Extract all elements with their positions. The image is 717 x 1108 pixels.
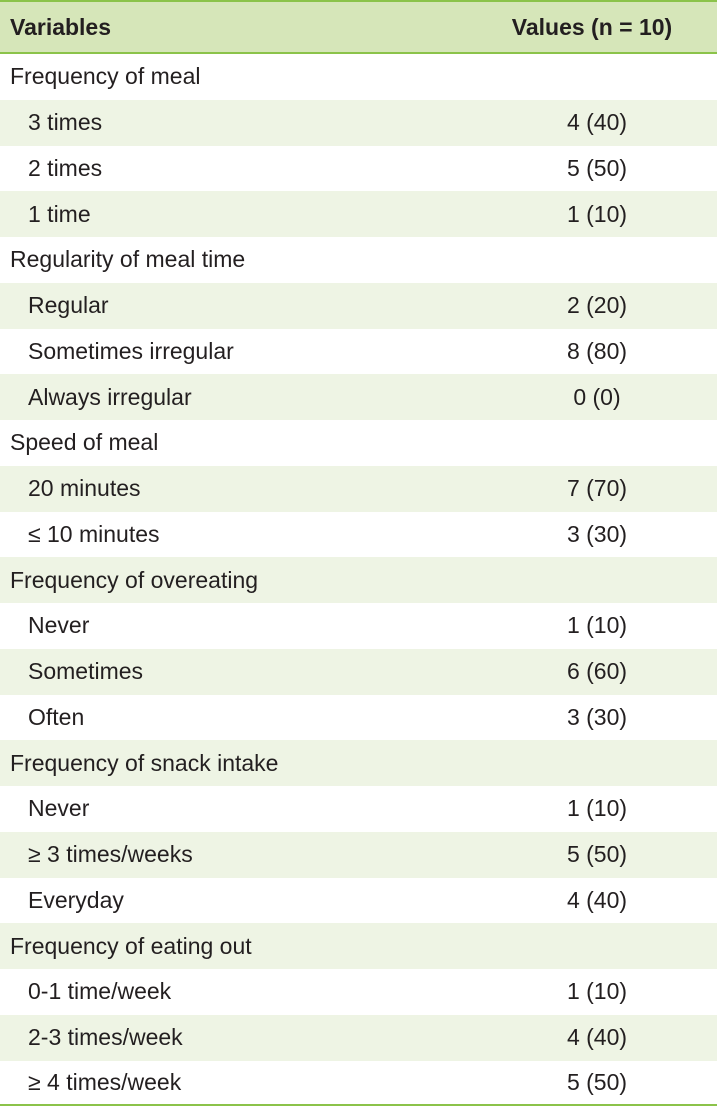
category-label: Regularity of meal time [10, 246, 246, 273]
table-row: Sometimes 6 (60) [0, 648, 717, 695]
category-row: Frequency of meal [0, 54, 717, 100]
category-label: Speed of meal [10, 429, 159, 456]
table-row: ≥ 4 times/week 5 (50) [0, 1060, 717, 1107]
row-label: 1 time [28, 200, 91, 227]
row-value: 1 (10) [566, 978, 628, 1005]
table-row: ≥ 3 times/weeks 5 (50) [0, 831, 717, 878]
category-row: Frequency of eating out [0, 923, 717, 969]
category-label: Frequency of eating out [10, 932, 252, 959]
row-label: Everyday [28, 886, 124, 913]
row-value: 1 (10) [566, 200, 628, 227]
category-row: Speed of meal [0, 420, 717, 466]
row-label: Sometimes [28, 658, 144, 685]
table-row: 2 times 5 (50) [0, 145, 717, 192]
header-variables: Variables [10, 13, 112, 40]
header-values: Values (n = 10) [511, 13, 673, 40]
row-value: 6 (60) [566, 658, 628, 685]
table-row: Everyday 4 (40) [0, 877, 717, 924]
row-label: ≤ 10 minutes [28, 520, 160, 547]
table-row: 20 minutes 7 (70) [0, 465, 717, 512]
row-value: 1 (10) [566, 612, 628, 639]
row-value: 1 (10) [566, 795, 628, 822]
row-label: Never [28, 612, 90, 639]
table-row: Never 1 (10) [0, 786, 717, 832]
row-value: 7 (70) [566, 475, 628, 502]
table-row: Never 1 (10) [0, 603, 717, 649]
row-label: 3 times [28, 109, 103, 136]
row-value: 5 (50) [566, 1068, 628, 1095]
row-label: 2 times [28, 154, 103, 181]
row-label: ≥ 4 times/week [28, 1068, 182, 1095]
table-header: Variables Values (n = 10) [0, 2, 717, 54]
table-row: 1 time 1 (10) [0, 191, 717, 237]
table-row: Often 3 (30) [0, 694, 717, 741]
row-label: Regular [28, 292, 109, 319]
row-label: 20 minutes [28, 475, 141, 502]
table-row: 3 times 4 (40) [0, 99, 717, 146]
table-row: Always irregular 0 (0) [0, 374, 717, 420]
row-value: 4 (40) [566, 1024, 628, 1051]
row-value: 8 (80) [566, 337, 628, 364]
row-label: 2-3 times/week [28, 1024, 183, 1051]
row-value: 4 (40) [566, 886, 628, 913]
category-row: Regularity of meal time [0, 237, 717, 283]
category-label: Frequency of overeating [10, 566, 259, 593]
row-label: ≥ 3 times/weeks [28, 841, 193, 868]
row-value: 0 (0) [573, 383, 621, 410]
row-label: Sometimes irregular [28, 337, 234, 364]
table-row: Regular 2 (20) [0, 282, 717, 329]
row-label: Often [28, 703, 85, 730]
row-label: Always irregular [28, 383, 192, 410]
row-value: 4 (40) [566, 109, 628, 136]
row-label: 0-1 time/week [28, 978, 172, 1005]
row-value: 3 (30) [566, 520, 628, 547]
row-value: 3 (30) [566, 703, 628, 730]
row-value: 5 (50) [566, 154, 628, 181]
table-row: ≤ 10 minutes 3 (30) [0, 511, 717, 558]
category-row: Frequency of overeating [0, 557, 717, 603]
table-row: Sometimes irregular 8 (80) [0, 328, 717, 375]
category-label: Frequency of meal [10, 63, 201, 90]
table-row: 2-3 times/week 4 (40) [0, 1014, 717, 1061]
category-label: Frequency of snack intake [10, 749, 279, 776]
row-value: 2 (20) [566, 292, 628, 319]
row-value: 5 (50) [566, 841, 628, 868]
category-row: Frequency of snack intake [0, 740, 717, 786]
row-label: Never [28, 795, 90, 822]
table-row: 0-1 time/week 1 (10) [0, 969, 717, 1015]
